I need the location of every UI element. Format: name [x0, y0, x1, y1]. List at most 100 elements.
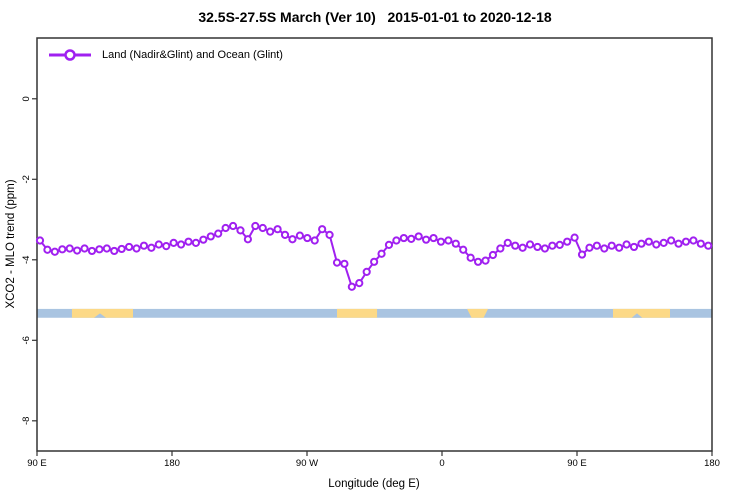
land-band-notch: [94, 313, 106, 318]
data-point: [518, 243, 527, 252]
data-point: [266, 227, 275, 236]
data-point: [258, 223, 267, 233]
data-point: [622, 240, 631, 249]
data-point: [206, 232, 215, 241]
data-point: [704, 241, 713, 250]
data-point: [689, 236, 698, 245]
data-point: [288, 235, 297, 244]
data-point: [667, 236, 676, 245]
x-tick-label: 0: [439, 458, 444, 469]
data-point: [236, 226, 245, 235]
land-band-segment: [613, 308, 670, 318]
y-tick-label: -4: [21, 256, 32, 264]
data-point: [73, 246, 82, 255]
data-point: [251, 221, 260, 231]
legend: Land (Nadir&Glint) and Ocean (Glint): [47, 48, 283, 62]
data-point: [132, 244, 141, 253]
land-band-segment: [71, 308, 133, 318]
x-tick-label: 180: [704, 458, 720, 469]
data-point: [659, 238, 668, 247]
data-point: [577, 250, 587, 259]
data-point: [214, 229, 223, 238]
data-point: [325, 230, 334, 239]
data-point: [35, 236, 45, 245]
data-point: [570, 233, 579, 242]
data-point: [429, 233, 438, 243]
data-point: [154, 240, 163, 249]
land-band-segment: [337, 308, 378, 318]
data-point: [347, 282, 356, 291]
data-point: [466, 253, 475, 262]
data-point: [80, 244, 89, 253]
data-point: [488, 250, 498, 260]
chart-title: 32.5S-27.5S March (Ver 10) 2015-01-01 to…: [198, 9, 552, 25]
x-tick-label: 90 E: [567, 458, 587, 469]
data-point: [280, 230, 290, 239]
data-point: [459, 245, 468, 254]
data-point: [533, 242, 542, 252]
x-tick-label: 90 W: [296, 458, 318, 469]
data-point: [481, 256, 490, 265]
data-point: [65, 244, 74, 253]
data-point: [496, 244, 505, 253]
data-point: [295, 231, 304, 240]
data-point: [147, 243, 156, 252]
data-point: [176, 240, 186, 249]
data-point: [652, 240, 661, 249]
data-point: [303, 233, 312, 243]
data-point: [50, 247, 59, 256]
data-point: [95, 245, 104, 254]
data-point: [422, 235, 431, 244]
data-point: [370, 257, 379, 266]
land-band-segment: [467, 308, 489, 318]
data-point: [399, 233, 408, 243]
data-point: [414, 232, 423, 241]
data-point: [377, 249, 386, 258]
data-point: [503, 238, 512, 247]
y-tick-label: -8: [21, 417, 32, 425]
y-axis-label: XCO2 - MLO trend (ppm): [5, 179, 17, 309]
data-point: [681, 237, 691, 246]
data-point: [436, 237, 446, 246]
data-point: [87, 246, 97, 256]
data-point: [340, 259, 349, 268]
data-point: [117, 244, 126, 254]
data-point: [139, 241, 149, 250]
data-point: [511, 241, 520, 250]
data-point: [525, 240, 535, 249]
data-point: [228, 221, 238, 231]
data-point: [199, 235, 208, 244]
data-point: [607, 241, 616, 250]
data-point: [362, 267, 371, 276]
data-point: [540, 244, 550, 253]
data-point: [332, 258, 342, 267]
data-point: [169, 238, 178, 247]
data-point: [243, 235, 252, 244]
data-point: [444, 236, 453, 245]
data-point: [563, 237, 572, 246]
data-point: [125, 242, 134, 252]
legend-label: Land (Nadir&Glint) and Ocean (Glint): [102, 49, 283, 61]
data-point: [110, 246, 119, 256]
data-point: [221, 223, 230, 233]
x-tick-label: 90 E: [27, 458, 47, 469]
data-point: [407, 234, 416, 243]
data-point: [162, 242, 171, 251]
data-point: [548, 241, 557, 250]
data-point: [696, 239, 705, 248]
data-point: [191, 238, 201, 247]
data-point: [555, 240, 564, 250]
data-point: [473, 257, 483, 266]
y-tick-label: 0: [21, 96, 32, 101]
data-point: [355, 279, 364, 288]
data-point: [58, 245, 67, 254]
land-band-notch: [631, 313, 643, 318]
data-point: [184, 237, 193, 246]
data-point: [43, 245, 52, 254]
legend-line-marker-icon: [49, 49, 91, 61]
data-point: [273, 225, 282, 234]
data-point: [644, 237, 653, 246]
data-point: [600, 244, 609, 253]
